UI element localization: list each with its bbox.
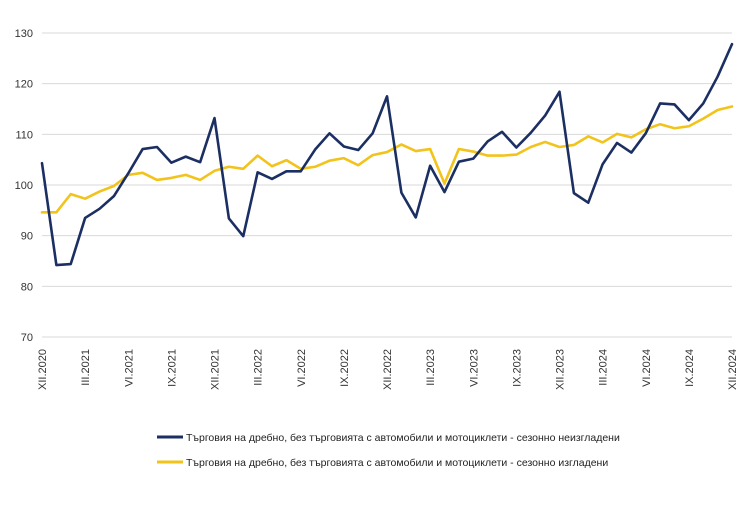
x-tick-label: III.2023 bbox=[425, 349, 437, 386]
x-tick-label: IX.2023 bbox=[511, 349, 523, 387]
x-tick-label: XII.2020 bbox=[37, 349, 49, 390]
x-tick-label: VI.2023 bbox=[468, 349, 480, 387]
x-tick-label: IX.2022 bbox=[339, 349, 351, 387]
x-tick-label: VI.2024 bbox=[641, 349, 653, 387]
x-tick-label: IX.2024 bbox=[684, 349, 696, 387]
series-line-adjusted bbox=[40, 105, 734, 214]
series-line-nonadjusted bbox=[40, 42, 734, 267]
y-tick-label: 130 bbox=[15, 28, 33, 40]
x-tick-label: XII.2023 bbox=[555, 349, 567, 390]
x-tick-label: XII.2021 bbox=[210, 349, 222, 390]
legend-label-nonadjusted: Търговия на дребно, без търговията с авт… bbox=[186, 432, 620, 444]
x-tick-label: III.2022 bbox=[253, 349, 265, 386]
y-tick-label: 110 bbox=[15, 129, 33, 141]
x-tick-label: XII.2022 bbox=[382, 349, 394, 390]
x-tick-label: VI.2021 bbox=[123, 349, 135, 387]
x-axis-labels: XII.2020 III.2021 VI.2021 IX.2021 XII.2021 II… bbox=[37, 349, 739, 390]
x-tick-label: IX.2021 bbox=[166, 349, 178, 387]
legend-entry-adjusted: Търговия на дребно, без търговията с авт… bbox=[157, 457, 608, 469]
y-tick-label: 90 bbox=[21, 231, 33, 243]
legend-label-adjusted: Търговия на дребно, без търговията с авт… bbox=[186, 457, 608, 469]
gridlines bbox=[42, 32, 732, 338]
x-tick-label: XII.2024 bbox=[727, 349, 739, 390]
series-lines bbox=[40, 42, 734, 267]
y-axis-labels: 70 80 90 100 110 120 130 bbox=[15, 28, 33, 344]
y-tick-label: 70 bbox=[21, 332, 33, 344]
x-tick-label: III.2024 bbox=[598, 349, 610, 386]
y-tick-label: 120 bbox=[15, 79, 33, 91]
legend: Търговия на дребно, без търговията с авт… bbox=[157, 432, 620, 469]
y-tick-label: 100 bbox=[15, 180, 33, 192]
legend-entry-nonadjusted: Търговия на дребно, без търговията с авт… bbox=[157, 432, 620, 444]
x-tick-label: VI.2022 bbox=[296, 349, 308, 387]
y-tick-label: 80 bbox=[21, 281, 33, 293]
x-tick-label: III.2021 bbox=[80, 349, 92, 386]
